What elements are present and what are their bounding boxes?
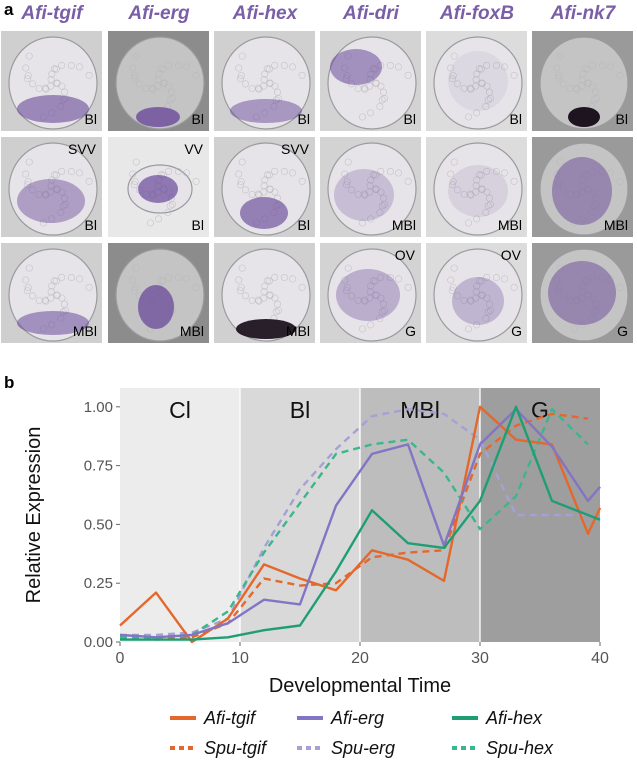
gene-column-title: Afi-tgif: [21, 3, 83, 24]
stage-band: [360, 388, 480, 642]
y-tick-label: 0.75: [84, 458, 113, 475]
series-line-spu-tgif: [119, 412, 589, 641]
x-tick-label: 10: [231, 650, 249, 667]
stage-label: MBl: [391, 217, 416, 233]
x-tick-label: 0: [116, 650, 125, 667]
legend-label: Afi-erg: [330, 708, 384, 728]
embryo-image: MBl: [213, 242, 316, 344]
stage-label: MBl: [179, 323, 204, 339]
embryo-image: SVV Bl: [213, 136, 316, 238]
gene-column-title: Afi-erg: [128, 3, 190, 24]
stage-label: G: [617, 323, 628, 339]
legend-label: Spu-hex: [486, 738, 554, 758]
embryo-image: Bl: [531, 30, 634, 132]
embryo-image: SVV Bl: [0, 136, 103, 238]
y-tick-label: 0.50: [84, 516, 113, 533]
embryo-image: OV G: [425, 242, 528, 344]
embryo-image: VV Bl: [107, 136, 210, 238]
embryo-image: Bl: [107, 30, 210, 132]
stage-label: Bl: [615, 111, 628, 127]
stage-label: Bl: [84, 111, 97, 127]
gene-column-title: Afi-nk7: [550, 3, 616, 24]
expression-line-chart: Cl Bl MBl G0.000.250.500.751.000 10 20 30 40Dev…: [23, 388, 609, 758]
series-line-spu-hex: [120, 408, 589, 639]
y-tick-label: 1.00: [84, 399, 113, 416]
gene-column-title: Afi-foxB: [440, 3, 514, 24]
view-label: OV: [500, 247, 521, 263]
embryo-image: Bl: [213, 30, 316, 132]
stage-band-label: G: [531, 397, 549, 423]
embryo-image: MBl: [319, 136, 422, 238]
stage-label: MBl: [285, 323, 310, 339]
embryo-image: MBl: [425, 136, 528, 238]
stage-label: Bl: [191, 217, 204, 233]
stage-label: G: [405, 323, 416, 339]
embryo-image: G: [531, 242, 634, 344]
stage-label: Bl: [297, 217, 310, 233]
legend-label: Afi-tgif: [203, 708, 257, 728]
view-label: SVV: [67, 141, 96, 157]
embryo-image: Bl: [0, 30, 103, 132]
stage-label: MBl: [497, 217, 522, 233]
embryo-image: MBl: [531, 136, 634, 238]
series-line-afi-erg: [119, 408, 601, 639]
y-tick-label: 0.00: [84, 634, 113, 651]
panel-b-letter: b: [4, 373, 15, 392]
embryo-image: MBl: [0, 242, 103, 344]
stage-label: G: [511, 323, 522, 339]
x-tick-label: 20: [351, 650, 369, 667]
y-axis-title: Relative Expression: [23, 427, 45, 604]
stage-label: Bl: [191, 111, 204, 127]
x-tick-label: 30: [471, 650, 489, 667]
legend-label: Spu-erg: [331, 738, 395, 758]
x-tick-label: 40: [591, 650, 609, 667]
stage-band-label: Bl: [290, 397, 310, 423]
view-label: VV: [184, 141, 203, 157]
series-line-afi-tgif: [119, 405, 602, 644]
stage-label: Bl: [509, 111, 522, 127]
panel-a-letter: a: [4, 0, 14, 19]
stage-label: Bl: [297, 111, 310, 127]
legend-label: Spu-tgif: [204, 738, 268, 758]
legend-label: Afi-hex: [485, 708, 543, 728]
embryo-image: MBl: [107, 242, 210, 344]
stage-label: MBl: [72, 323, 97, 339]
stage-band: [120, 388, 240, 642]
view-label: OV: [394, 247, 415, 263]
x-axis-title: Developmental Time: [269, 675, 451, 697]
stage-label: Bl: [84, 217, 97, 233]
embryo-image: Bl: [319, 30, 422, 132]
embryo-image: Bl: [425, 30, 528, 132]
gene-column-title: Afi-hex: [232, 3, 298, 24]
stage-label: MBl: [603, 217, 628, 233]
embryo-image: OV G: [319, 242, 422, 344]
series-line-afi-hex: [120, 405, 601, 641]
panel-a-image-grid: Afi-tgif Bl SVV Bl MBl Afi-erg Bl VV Bl MBl Afi-he…: [0, 0, 637, 350]
series-line-spu-erg: [120, 408, 588, 637]
stage-band: [240, 388, 360, 642]
view-label: SVV: [280, 141, 309, 157]
y-tick-label: 0.25: [84, 575, 113, 592]
gene-column-title: Afi-dri: [343, 3, 399, 24]
stage-label: Bl: [403, 111, 416, 127]
stage-band-label: Cl: [169, 397, 191, 423]
